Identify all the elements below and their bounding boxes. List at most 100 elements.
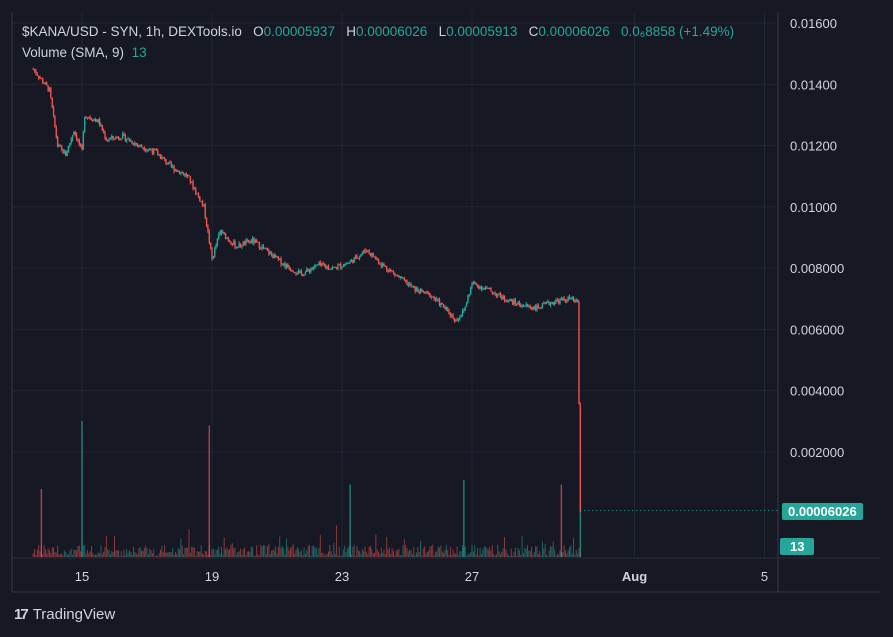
tradingview-logo[interactable]: 17 TradingView bbox=[14, 606, 115, 623]
candle-body bbox=[281, 264, 284, 266]
candle-body bbox=[204, 204, 206, 218]
candle-body bbox=[331, 267, 334, 269]
candle-body bbox=[174, 169, 177, 172]
y-tick-label: 0.002000 bbox=[790, 445, 844, 460]
candle-body bbox=[255, 240, 258, 243]
candle-body bbox=[238, 243, 240, 248]
candle-body bbox=[46, 82, 48, 86]
candle-body bbox=[40, 78, 43, 80]
candle-body bbox=[469, 287, 472, 295]
candle-body bbox=[127, 138, 129, 140]
candle-body bbox=[170, 163, 173, 167]
candle-body bbox=[394, 272, 396, 275]
candle-body bbox=[52, 107, 55, 116]
symbol-label[interactable]: $KANA/USD - SYN, 1h, DEXTools.io bbox=[22, 24, 242, 39]
candle-body bbox=[98, 119, 101, 126]
candle-body bbox=[285, 264, 288, 268]
candle-body bbox=[70, 139, 72, 143]
candle-body bbox=[463, 310, 465, 312]
x-tick-label: 5 bbox=[761, 569, 768, 584]
candle-body bbox=[125, 139, 128, 141]
candle-body bbox=[456, 319, 458, 321]
candle-body bbox=[231, 244, 234, 246]
candle-body bbox=[101, 125, 104, 131]
candle-body bbox=[165, 159, 167, 164]
candle-body bbox=[201, 201, 204, 205]
candle-body bbox=[56, 136, 59, 147]
candle-body bbox=[532, 307, 534, 310]
candle-body bbox=[396, 275, 399, 277]
candle-body bbox=[161, 157, 163, 160]
candle-body bbox=[135, 143, 137, 145]
candle-body bbox=[479, 286, 481, 289]
candle-body bbox=[403, 277, 405, 280]
candle-body bbox=[357, 257, 359, 259]
candle-body bbox=[303, 274, 305, 276]
candle-body bbox=[291, 269, 293, 272]
candle-body bbox=[448, 309, 450, 314]
candle-body bbox=[459, 316, 461, 320]
candle-body bbox=[545, 302, 548, 304]
candle-body bbox=[119, 138, 121, 140]
candle-body bbox=[484, 287, 487, 289]
candle-body bbox=[193, 188, 196, 190]
candle-body bbox=[557, 300, 560, 304]
candle-body bbox=[162, 157, 164, 159]
candle-body bbox=[50, 87, 52, 98]
candle-body bbox=[36, 73, 39, 76]
candle-body bbox=[247, 240, 250, 243]
candle-body bbox=[325, 265, 327, 268]
candle-body bbox=[413, 286, 415, 288]
candle-body bbox=[375, 256, 377, 260]
last-volume-tag: 13 bbox=[780, 538, 815, 555]
candle-body bbox=[344, 264, 346, 267]
candle-body bbox=[257, 242, 259, 244]
tradingview-logo-text: TradingView bbox=[32, 606, 116, 623]
candle-body bbox=[311, 268, 313, 270]
candle-body bbox=[44, 82, 47, 85]
y-tick-label: 0.008000 bbox=[790, 261, 844, 276]
candle-body bbox=[526, 304, 529, 306]
candle-body bbox=[429, 293, 431, 298]
candle-body bbox=[264, 247, 266, 249]
candle-body bbox=[266, 249, 269, 251]
candle-body bbox=[115, 137, 117, 140]
candle-body bbox=[228, 240, 231, 242]
candle-body bbox=[155, 149, 158, 151]
candle-body bbox=[552, 302, 554, 305]
candle-body bbox=[299, 270, 301, 272]
open-value: 0.00005937 bbox=[263, 24, 335, 39]
candle-body bbox=[212, 256, 215, 259]
candle-body bbox=[379, 263, 381, 265]
candle-body bbox=[361, 252, 364, 255]
candle-body bbox=[273, 254, 275, 259]
candle-body bbox=[55, 126, 57, 137]
candle-body bbox=[105, 138, 108, 141]
candle-body bbox=[334, 266, 336, 268]
candle-body bbox=[227, 237, 229, 241]
candle-body bbox=[272, 254, 274, 259]
candle-body bbox=[425, 291, 427, 294]
candle-body bbox=[308, 270, 311, 272]
candle-body bbox=[62, 149, 64, 154]
candle-body bbox=[337, 265, 339, 269]
volume-label[interactable]: Volume (SMA, 9) bbox=[22, 45, 125, 60]
candle-body bbox=[475, 282, 477, 285]
axes: 0.01600 0.01400 0.01200 0.01000 0.008000 0.00… bbox=[11, 12, 880, 593]
candle-body bbox=[166, 163, 169, 165]
candle-body bbox=[465, 302, 468, 307]
candle-body bbox=[510, 299, 512, 301]
candle-body bbox=[579, 404, 582, 512]
candle-body bbox=[316, 264, 319, 266]
candle-body bbox=[350, 259, 353, 262]
candle-body bbox=[335, 267, 338, 269]
candle-body bbox=[43, 82, 45, 85]
candle-body bbox=[296, 273, 299, 275]
candle-body bbox=[575, 300, 577, 302]
candle-body bbox=[192, 181, 194, 189]
candle-body bbox=[415, 288, 418, 292]
volume-value: 13 bbox=[131, 45, 147, 60]
candle-body bbox=[169, 161, 171, 164]
